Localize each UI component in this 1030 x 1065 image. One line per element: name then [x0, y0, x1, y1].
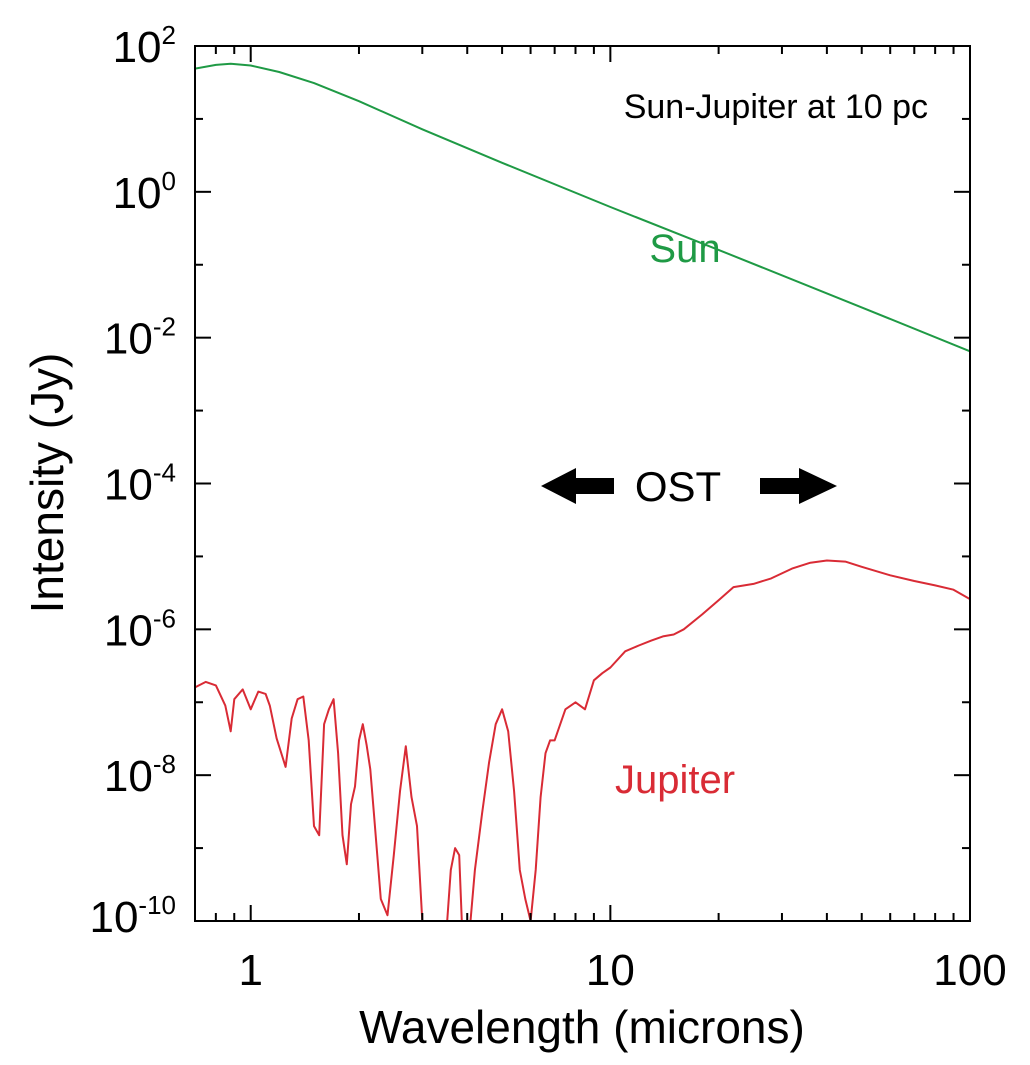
- y-tick-label: 10-4: [104, 458, 176, 510]
- y-tick-label: 10-10: [89, 890, 176, 942]
- y-axis-title: Intensity (Jy): [21, 353, 73, 614]
- sun-series-line: [195, 62, 970, 353]
- system-label: Sun-Jupiter at 10 pc: [624, 88, 928, 126]
- x-axis-title: Wavelength (microns): [359, 1001, 805, 1053]
- x-tick-label: 100: [933, 946, 1006, 995]
- ost-right-arrow-icon: [760, 468, 837, 504]
- ost-annotation: OST: [541, 463, 837, 510]
- sun-series-label: Sun: [649, 227, 720, 271]
- y-tick-label: 102: [113, 20, 176, 72]
- y-tick-label: 100: [113, 166, 176, 218]
- series-group: [195, 62, 970, 921]
- tick-labels-layer: 1 10 100 102 100 10-2 10-4 10-6 10-8 10-10: [89, 20, 1006, 995]
- jupiter-series-line: [195, 559, 970, 921]
- x-tick-label: 1: [238, 946, 262, 995]
- ost-left-arrow-icon: [541, 468, 614, 504]
- y-tick-label: 10-8: [104, 749, 176, 801]
- y-tick-label: 10-2: [104, 312, 176, 364]
- series-layer: [195, 62, 970, 921]
- y-tick-label: 10-6: [104, 603, 176, 655]
- ticks-layer: [194, 45, 970, 922]
- x-tick-label: 10: [586, 946, 635, 995]
- ost-label: OST: [635, 463, 721, 510]
- jupiter-series-label: Jupiter: [615, 758, 735, 802]
